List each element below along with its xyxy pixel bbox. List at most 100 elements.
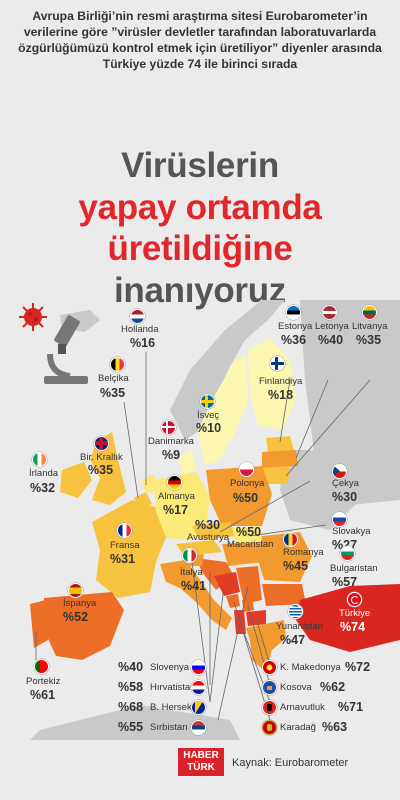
- country-name-litvanya: Litvanya: [352, 321, 388, 332]
- country-name-macaristan: Macaristan: [227, 539, 274, 550]
- north-africa-land: [30, 705, 240, 740]
- country-value-yunanistan: %47: [280, 633, 306, 647]
- country-shape-bulgaristan: [262, 584, 306, 606]
- country-value-ispanya: %52: [63, 610, 89, 624]
- country-name-birkrallik: Bir. Krallık: [80, 452, 123, 463]
- flag-almanya-icon: [167, 475, 182, 490]
- flag-italya-icon: [182, 548, 197, 563]
- country-name-almanya: Almanya: [158, 491, 195, 502]
- country-name-hollanda: Hollanda: [121, 324, 159, 335]
- country-name-sirbistan: Sırbistan: [150, 722, 188, 733]
- flag-danimarka-icon: [161, 420, 176, 435]
- leader-line: [219, 480, 311, 533]
- country-value-turkiye: %74: [340, 620, 366, 634]
- country-shape-litvanya: [260, 466, 290, 484]
- country-value-avusturya: %30: [195, 518, 221, 532]
- country-name-fransa: Fransa: [110, 540, 140, 551]
- country-name-polonya: Polonya: [230, 478, 265, 489]
- country-value-kosova: %62: [320, 680, 346, 694]
- headline-line-1: Virüslerin: [121, 146, 279, 185]
- country-value-isvec: %10: [196, 421, 222, 435]
- country-shape-bhersek: [214, 572, 240, 596]
- country-name-bulgaristan: Bulgaristan: [330, 563, 378, 574]
- source-text: Kaynak: Eurobarometer: [232, 757, 349, 769]
- intro-text: Avrupa Birliği’nin resmi araştırma sites…: [18, 9, 382, 71]
- country-value-sirbistan: %55: [118, 720, 144, 734]
- leader-line: [249, 524, 327, 537]
- logo-line-1: HABER: [183, 750, 219, 761]
- country-name-kosova: Kosova: [280, 682, 312, 693]
- country-shape-ispanya: [44, 592, 124, 660]
- country-value-danimarka: %9: [162, 448, 181, 462]
- country-name-ispanya: İspanya: [63, 598, 97, 609]
- country-shape-letonya: [262, 450, 298, 468]
- leader-line: [255, 617, 271, 666]
- country-name-yunanistan: Yunanistan: [276, 621, 324, 632]
- country-value-letonya: %40: [318, 333, 344, 347]
- leader-line: [285, 379, 371, 477]
- country-shape-cekya: [192, 522, 236, 540]
- country-name-belcika: Belçika: [98, 373, 129, 384]
- country-shape-belcika: [134, 492, 152, 508]
- country-value-polonya: %50: [233, 491, 259, 505]
- flag-karadag-icon: [262, 720, 277, 735]
- country-name-isvec: İsveç: [197, 410, 220, 421]
- country-name-irlanda: İrlanda: [29, 468, 59, 479]
- leader-line: [233, 601, 271, 721]
- country-value-macaristan: %50: [236, 525, 262, 539]
- leader-line: [191, 561, 211, 703]
- country-value-hollanda: %16: [130, 336, 156, 350]
- flag-sirbistan-icon: [191, 720, 206, 735]
- flag-bhersek-icon: [191, 700, 206, 715]
- country-value-slovenya: %40: [118, 660, 144, 674]
- flag-kosova-icon: [262, 680, 277, 695]
- country-name-finlandiya: Finlandiya: [259, 376, 303, 387]
- country-value-romanya: %45: [283, 559, 309, 573]
- country-value-hirvatistan: %58: [118, 680, 144, 694]
- leader-line: [295, 379, 329, 459]
- flag-bulgaristan-icon: [340, 546, 355, 561]
- headline-line-3: üretildiğine: [107, 229, 293, 268]
- country-value-estonya: %36: [281, 333, 307, 347]
- leader-line: [217, 585, 249, 721]
- country-shape-karadag: [226, 594, 240, 608]
- country-name-estonya: Estonya: [278, 321, 313, 332]
- flag-portekiz-icon: [34, 659, 49, 674]
- europe-map-shapes: [30, 300, 400, 740]
- flag-finlandiya-icon: [270, 356, 285, 371]
- country-name-slovakya: Slovakya: [332, 526, 371, 537]
- country-value-kmakedonya: %72: [345, 660, 371, 674]
- country-name-portekiz: Portekiz: [26, 676, 61, 687]
- country-value-birkrallik: %35: [88, 463, 114, 477]
- country-shape-sirbistan: [236, 566, 262, 604]
- country-value-belcika: %35: [100, 386, 126, 400]
- country-shape-estonya: [266, 436, 294, 452]
- flag-fransa-icon: [117, 523, 132, 538]
- country-shape-almanya: [154, 472, 210, 540]
- flag-polonya-icon: [239, 462, 254, 477]
- country-shape-polonya: [206, 466, 272, 526]
- haberturk-logo: HABER TÜRK: [178, 748, 224, 776]
- country-value-cekya: %30: [332, 490, 358, 504]
- country-value-bhersek: %68: [118, 700, 144, 714]
- country-value-karadag: %63: [322, 720, 348, 734]
- flag-ispanya-icon: [68, 583, 83, 598]
- flag-belcika-icon: [110, 357, 125, 372]
- flag-arnavutluk-icon: [262, 700, 277, 715]
- country-name-cekya: Çekya: [332, 478, 359, 489]
- flag-letonya-icon: [322, 305, 337, 320]
- country-value-irlanda: %32: [30, 481, 56, 495]
- country-shape-macaristan: [222, 542, 262, 566]
- country-value-litvanya: %35: [356, 333, 382, 347]
- flag-irlanda-icon: [32, 452, 47, 467]
- country-name-italya: İtalya: [180, 567, 203, 578]
- country-name-danimarka: Danimarka: [148, 436, 194, 447]
- europe-map: [0, 300, 400, 740]
- country-name-turkiye: Türkiye: [339, 608, 371, 619]
- country-name-bhersek: B. Hersek: [150, 702, 192, 713]
- flag-litvanya-icon: [362, 305, 377, 320]
- country-shape-turkiye: [296, 584, 400, 652]
- country-value-italya: %41: [181, 579, 207, 593]
- country-value-bulgaristan: %57: [332, 575, 358, 589]
- country-name-kmakedonya: K. Makedonya: [280, 662, 341, 673]
